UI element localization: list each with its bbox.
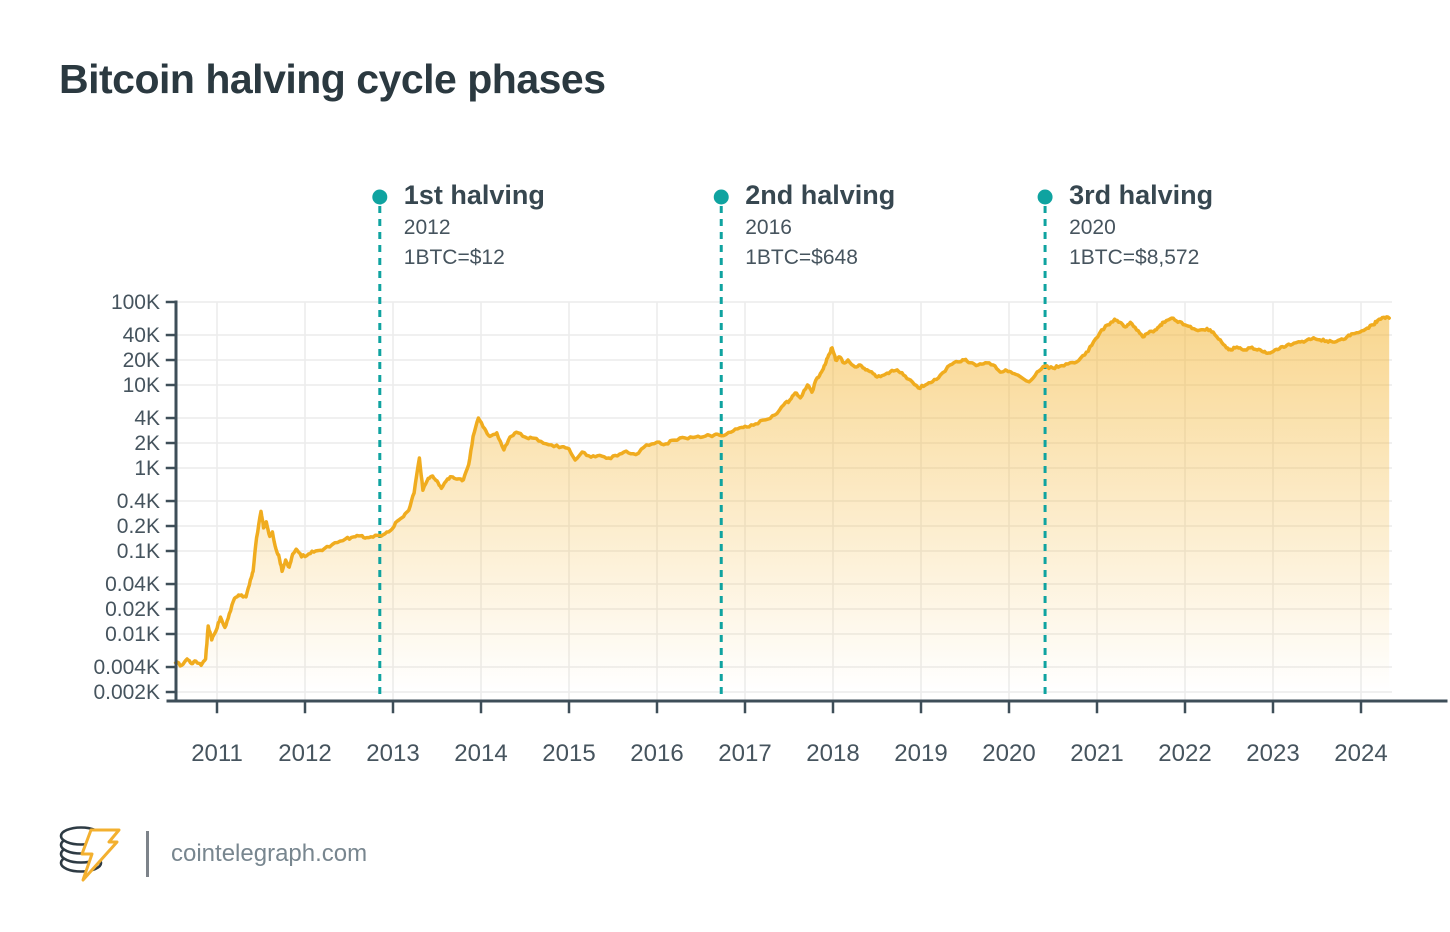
y-tick-label-0.01K: 0.01K <box>105 623 160 646</box>
x-tick-label-2024: 2024 <box>1334 740 1387 767</box>
y-tick-label-0.2K: 0.2K <box>117 515 160 538</box>
halving-1-price: 1BTC=$12 <box>403 246 505 269</box>
footer: cointelegraph.com <box>58 822 367 886</box>
y-tick-label-0.4K: 0.4K <box>117 490 160 513</box>
x-tick-label-2012: 2012 <box>278 740 331 767</box>
x-tick-label-2018: 2018 <box>806 740 859 767</box>
footer-divider <box>146 831 149 877</box>
x-tick-label-2020: 2020 <box>982 740 1035 767</box>
page-title: Bitcoin halving cycle phases <box>59 56 606 102</box>
x-tick-label-2022: 2022 <box>1158 740 1211 767</box>
halving-marker-dot-3 <box>1037 189 1053 205</box>
halving-2-title: 2nd halving <box>745 180 896 210</box>
x-tick-label-2011: 2011 <box>191 740 243 767</box>
halving-3-year: 2020 <box>1069 216 1116 239</box>
btc-price-line <box>173 315 1391 668</box>
y-tick-label-0.02K: 0.02K <box>105 598 160 621</box>
halving-3-title: 3rd halving <box>1069 180 1214 210</box>
y-tick-label-0.04K: 0.04K <box>105 573 160 596</box>
x-tick-label-2021: 2021 <box>1070 740 1123 767</box>
halving-3-price: 1BTC=$8,572 <box>1069 246 1200 269</box>
halving-2-price: 1BTC=$648 <box>745 246 858 269</box>
y-tick-label-10K: 10K <box>123 374 160 397</box>
lightning-bolt-icon <box>80 828 121 882</box>
halving-annotation-1: 1st halving 2012 1BTC=$12 <box>404 180 545 273</box>
halving-1-year: 2012 <box>403 216 451 239</box>
y-tick-label-20K: 20K <box>123 349 160 372</box>
x-tick-label-2017: 2017 <box>718 740 771 767</box>
halving-2-year: 2016 <box>745 216 792 239</box>
y-tick-label-2K: 2K <box>134 432 160 455</box>
x-tick-label-2014: 2014 <box>454 740 507 767</box>
btc-price-area-fill <box>175 316 1390 700</box>
halving-marker-dot-1 <box>372 189 388 205</box>
y-tick-label-1K: 1K <box>134 457 160 480</box>
y-tick-label-40K: 40K <box>123 324 160 347</box>
y-tick-label-4K: 4K <box>134 407 160 430</box>
halving-annotation-2: 2nd halving 2016 1BTC=$648 <box>745 180 895 273</box>
x-tick-label-2016: 2016 <box>630 740 683 767</box>
axes <box>165 300 1448 714</box>
halving-1-title: 1st halving <box>403 180 545 210</box>
y-tick-label-100K: 100K <box>111 291 160 314</box>
y-tick-label-0.1K: 0.1K <box>117 540 160 563</box>
x-tick-label-2023: 2023 <box>1246 740 1299 767</box>
halving-annotation-3: 3rd halving 2020 1BTC=$8,572 <box>1069 180 1213 273</box>
halving-marker-dot-2 <box>713 189 729 205</box>
cointelegraph-logo <box>59 826 121 882</box>
x-tick-label-2015: 2015 <box>542 740 595 767</box>
y-tick-label-0.004K: 0.004K <box>93 656 160 679</box>
footer-site-label: cointelegraph.com <box>171 840 368 867</box>
x-axis-labels: 2011 2012 2013 2014 2015 2016 2017 2018 2019 2020… <box>191 740 1388 767</box>
y-tick-label-0.002K: 0.002K <box>93 681 160 704</box>
x-tick-label-2019: 2019 <box>894 740 947 767</box>
x-tick-label-2013: 2013 <box>366 740 419 767</box>
